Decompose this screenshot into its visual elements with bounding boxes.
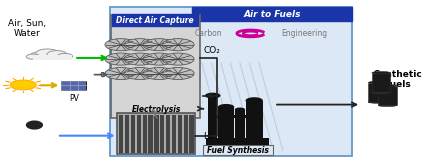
Circle shape	[218, 104, 234, 110]
Circle shape	[205, 93, 220, 99]
Circle shape	[143, 67, 175, 80]
Ellipse shape	[368, 101, 387, 103]
Circle shape	[10, 80, 36, 90]
FancyBboxPatch shape	[142, 115, 147, 152]
FancyBboxPatch shape	[192, 7, 352, 21]
Text: Direct Air Capture: Direct Air Capture	[116, 16, 194, 25]
Text: Fuel Synthesis: Fuel Synthesis	[207, 146, 269, 155]
Text: H₂: H₂	[204, 132, 214, 141]
FancyBboxPatch shape	[125, 115, 129, 152]
FancyBboxPatch shape	[154, 115, 158, 152]
Ellipse shape	[368, 81, 387, 84]
Circle shape	[105, 67, 137, 80]
Ellipse shape	[378, 104, 397, 107]
Circle shape	[143, 39, 175, 51]
Text: CO₂: CO₂	[204, 46, 220, 55]
FancyBboxPatch shape	[190, 115, 194, 152]
FancyBboxPatch shape	[368, 82, 387, 102]
Circle shape	[30, 52, 47, 59]
Circle shape	[162, 39, 194, 51]
FancyBboxPatch shape	[61, 81, 86, 90]
FancyBboxPatch shape	[160, 115, 164, 152]
FancyBboxPatch shape	[166, 115, 170, 152]
Circle shape	[124, 53, 156, 65]
Circle shape	[143, 53, 175, 65]
Circle shape	[162, 67, 194, 80]
Circle shape	[105, 53, 137, 65]
Circle shape	[36, 49, 59, 58]
Polygon shape	[26, 116, 43, 130]
Ellipse shape	[372, 71, 390, 74]
Circle shape	[124, 67, 156, 80]
FancyBboxPatch shape	[110, 7, 352, 156]
FancyBboxPatch shape	[218, 107, 234, 138]
FancyBboxPatch shape	[217, 115, 247, 118]
Text: Air, Sun,
Water: Air, Sun, Water	[8, 19, 46, 38]
FancyBboxPatch shape	[172, 115, 176, 152]
FancyBboxPatch shape	[137, 115, 141, 152]
Text: Air to Fuels: Air to Fuels	[243, 10, 301, 19]
FancyBboxPatch shape	[178, 115, 182, 152]
FancyBboxPatch shape	[131, 115, 135, 152]
Circle shape	[47, 51, 67, 58]
Circle shape	[162, 53, 194, 65]
Ellipse shape	[378, 85, 397, 87]
FancyBboxPatch shape	[206, 138, 269, 146]
FancyBboxPatch shape	[33, 55, 72, 60]
FancyBboxPatch shape	[148, 115, 153, 152]
Ellipse shape	[372, 91, 390, 94]
FancyBboxPatch shape	[208, 96, 217, 138]
FancyBboxPatch shape	[118, 113, 195, 154]
FancyBboxPatch shape	[111, 15, 200, 118]
Circle shape	[57, 53, 72, 59]
FancyBboxPatch shape	[203, 145, 273, 155]
FancyBboxPatch shape	[235, 110, 245, 138]
Circle shape	[26, 54, 40, 59]
FancyBboxPatch shape	[119, 115, 123, 152]
FancyBboxPatch shape	[184, 115, 188, 152]
Circle shape	[235, 108, 245, 112]
Text: Synthetic
Fuels: Synthetic Fuels	[373, 69, 422, 89]
FancyBboxPatch shape	[372, 73, 390, 92]
Circle shape	[124, 39, 156, 51]
FancyBboxPatch shape	[112, 14, 198, 26]
Text: Electrolysis: Electrolysis	[132, 105, 181, 114]
Text: e: e	[99, 70, 105, 79]
FancyBboxPatch shape	[246, 101, 263, 138]
Circle shape	[105, 39, 137, 51]
Text: Carbon: Carbon	[194, 29, 222, 38]
Text: Engineering: Engineering	[281, 29, 327, 38]
Text: PV: PV	[69, 94, 79, 103]
FancyBboxPatch shape	[378, 86, 397, 105]
Circle shape	[246, 97, 263, 104]
